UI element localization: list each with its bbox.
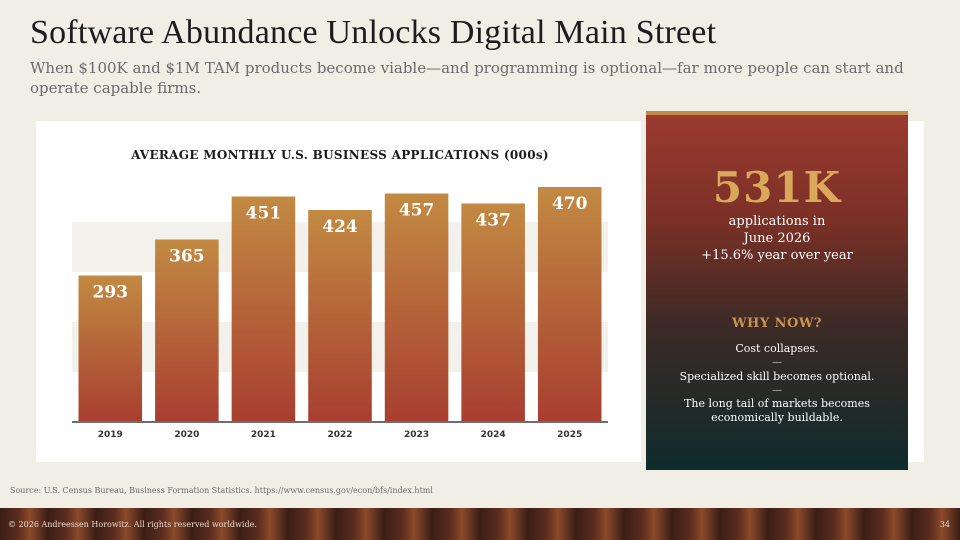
highlight-line-3: +15.6% year over year <box>701 248 853 263</box>
why-now-item: The long tail of markets becomes economi… <box>684 397 870 424</box>
bar-value-label: 365 <box>169 247 205 267</box>
page-number: 34 <box>939 520 950 529</box>
x-tick-label: 2020 <box>174 430 199 440</box>
highlight-value: 531K <box>712 163 842 212</box>
highlight-line-2: June 2026 <box>743 231 811 246</box>
bar-value-label: 437 <box>475 211 511 231</box>
page-subtitle: When $100K and $1M TAM products become v… <box>30 59 904 97</box>
source-note: Source: U.S. Census Bureau, Business For… <box>10 486 433 495</box>
bar-2022 <box>308 210 372 422</box>
why-now-separator: — <box>772 357 782 368</box>
bar-value-label: 470 <box>552 194 588 214</box>
why-now-item: Cost collapses. <box>735 342 819 355</box>
panel-edge <box>908 121 924 462</box>
bar-2021 <box>231 196 296 422</box>
x-tick-label: 2022 <box>327 430 352 440</box>
why-now-item: Specialized skill becomes optional. <box>679 370 875 383</box>
footer-band: © 2026 Andreessen Horowitz. All rights r… <box>0 508 960 540</box>
page-title: Software Abundance Unlocks Digital Main … <box>30 14 717 51</box>
bar-value-label: 457 <box>399 201 435 221</box>
x-tick-label: 2024 <box>481 430 506 440</box>
bar-2023 <box>384 193 449 422</box>
bar-2024 <box>461 203 525 422</box>
x-tick-label: 2019 <box>98 430 123 440</box>
bar-2019 <box>78 275 143 422</box>
why-now-heading: WHY NOW? <box>731 316 823 331</box>
bar-value-label: 424 <box>322 217 358 237</box>
highlight-line-1: applications in <box>728 214 826 229</box>
bar-value-label: 451 <box>246 204 282 224</box>
bar-value-label: 293 <box>93 283 129 303</box>
x-tick-label: 2023 <box>404 430 429 440</box>
why-now-separator: — <box>772 385 782 396</box>
chart-title: AVERAGE MONTHLY U.S. BUSINESS APPLICATIO… <box>131 148 549 162</box>
bar-2025 <box>537 187 602 422</box>
x-tick-label: 2025 <box>557 430 582 440</box>
bar-2020 <box>155 239 219 422</box>
x-tick-label: 2021 <box>251 430 276 440</box>
highlight-panel: 531K applications in June 2026 +15.6% ye… <box>646 111 908 470</box>
copyright: © 2026 Andreessen Horowitz. All rights r… <box>8 520 257 529</box>
